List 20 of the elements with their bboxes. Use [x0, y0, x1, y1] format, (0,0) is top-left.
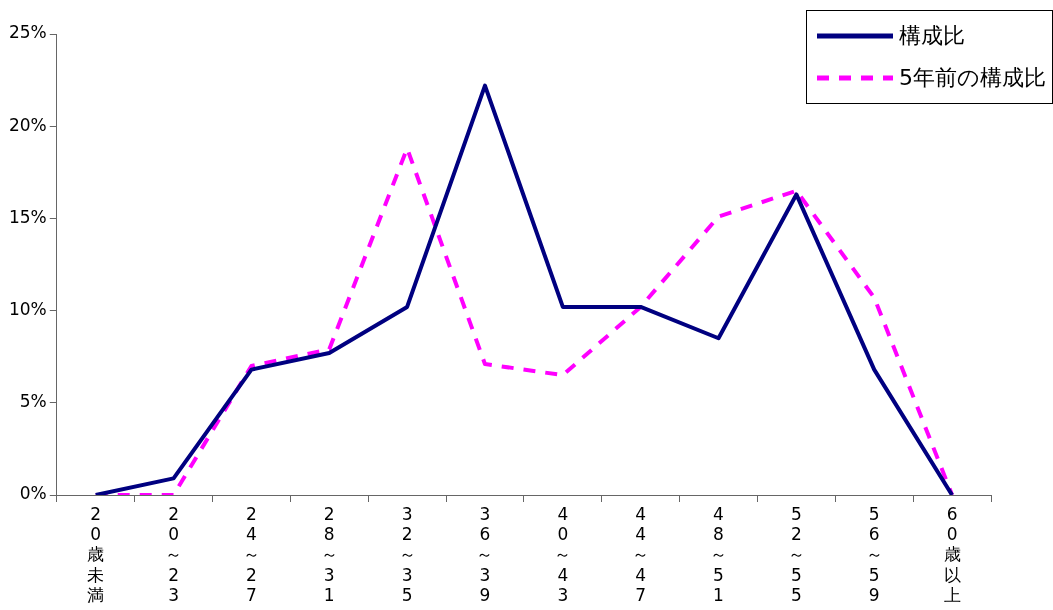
x-tick-label: 28～31: [320, 503, 338, 606]
legend-label: 構成比: [899, 22, 965, 50]
y-tick-label: 10%: [8, 299, 47, 320]
x-tick-label: 56～59: [865, 503, 883, 606]
x-tick-label: 20歳未満: [87, 503, 105, 606]
x-tick-label: 52～55: [787, 503, 805, 606]
y-tick-label: 15%: [8, 206, 47, 227]
x-tick-label: 60歳以上: [943, 503, 961, 606]
x-tick-label: 32～35: [398, 503, 416, 606]
y-tick-label: 20%: [8, 114, 47, 135]
x-tick-label: 44～47: [632, 503, 650, 606]
y-tick-label: 0%: [19, 483, 47, 504]
legend-label: 5年前の構成比: [899, 64, 1046, 92]
x-tick-label: 24～27: [242, 503, 260, 606]
x-tick-label: 20～23: [165, 503, 183, 606]
x-tick-label: 40～43: [554, 503, 572, 606]
x-tick-label: 48～51: [710, 503, 728, 606]
y-tick-label: 25%: [8, 22, 47, 43]
y-tick-label: 5%: [19, 391, 47, 412]
x-tick-label: 36～39: [476, 503, 494, 606]
